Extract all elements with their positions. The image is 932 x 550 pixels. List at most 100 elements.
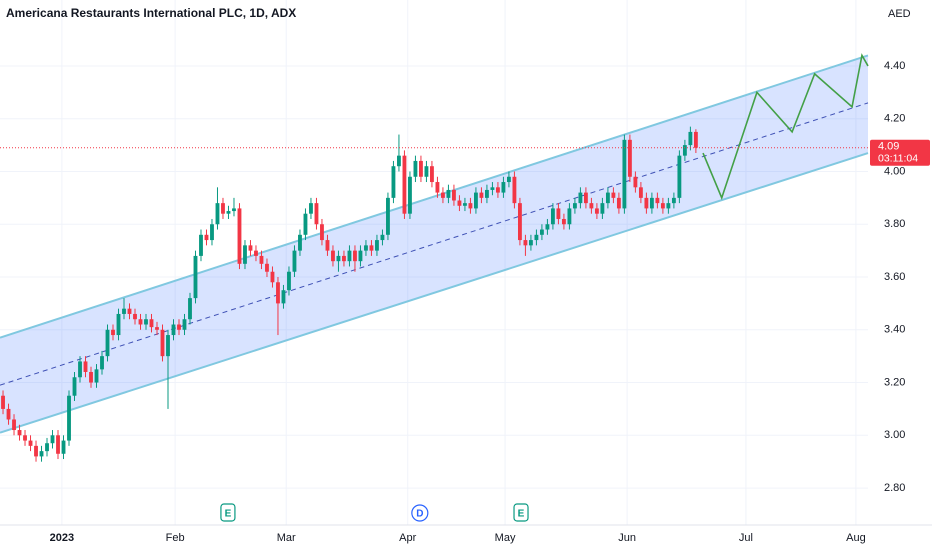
candle-body (644, 197, 649, 209)
channel-midline (0, 102, 869, 386)
candle-body (270, 271, 275, 283)
candle-body (204, 234, 209, 241)
candle-body (364, 245, 368, 251)
chart-title: Americana Restaurants International PLC,… (6, 6, 296, 20)
candle-body (430, 166, 434, 183)
candle-body (50, 435, 55, 444)
event-marker (411, 504, 429, 522)
y-tick-label: 2.80 (884, 482, 905, 494)
candle-body (616, 197, 621, 209)
candle-body (100, 356, 104, 370)
candle-body (490, 187, 495, 190)
candle-body (331, 250, 335, 262)
candle-body (463, 203, 467, 206)
candle-body (193, 255, 198, 299)
candle-body (155, 327, 159, 330)
candle-body (561, 218, 566, 225)
candle-body (72, 377, 77, 396)
candle-body (638, 187, 643, 198)
candle-body (226, 211, 231, 214)
candle-body (671, 197, 676, 204)
x-tick-label: Aug (846, 532, 866, 544)
candle-body (215, 203, 220, 225)
candle-body (539, 229, 544, 235)
event-marker (513, 503, 529, 522)
event-label: D (416, 509, 423, 520)
candle-body (281, 290, 286, 304)
candle-body (523, 240, 528, 246)
x-tick-label: Jul (739, 532, 753, 544)
candle-body (413, 160, 418, 177)
candle-body (424, 166, 429, 177)
candle-body (578, 192, 583, 204)
y-tick-label: 4.40 (884, 60, 905, 72)
x-tick-label: Feb (166, 532, 185, 544)
candle-body (435, 182, 440, 193)
candles (1, 126, 698, 462)
candle-body (259, 255, 264, 264)
candle-body (600, 203, 605, 214)
candle-body (111, 329, 115, 336)
candle-body (452, 189, 456, 201)
event-label: E (225, 509, 232, 520)
candle-body (528, 240, 533, 246)
candle-body (353, 250, 357, 262)
candle-body (693, 131, 698, 148)
candle-body (45, 443, 49, 452)
candle-body (446, 189, 451, 198)
candle-body (391, 166, 396, 198)
y-tick-label: 4.20 (884, 113, 905, 125)
candle-body (39, 451, 44, 457)
candle-body (254, 250, 258, 256)
candle-body (517, 203, 522, 241)
candle-body (506, 176, 511, 183)
candle-body (89, 371, 93, 383)
candle-body (605, 192, 610, 204)
candle-body (550, 208, 555, 225)
candle-body (567, 208, 572, 225)
candle-body (23, 435, 27, 441)
candle-body (402, 155, 407, 214)
candle-body (583, 192, 588, 204)
candle-body (138, 319, 143, 325)
y-tick-label: 3.20 (884, 376, 905, 388)
candle-body (556, 208, 561, 219)
candle-body (397, 155, 401, 167)
candle-body (287, 271, 291, 291)
candle-body (237, 208, 242, 264)
candle-body (336, 255, 341, 262)
candle-body (342, 255, 346, 262)
candle-body (122, 308, 126, 314)
candle-body (232, 208, 236, 212)
last-price-label: 4.09 (878, 141, 899, 153)
candle-body (419, 160, 423, 177)
candle-body (474, 192, 478, 209)
y-tick-label: 3.60 (884, 271, 905, 283)
candle-body (144, 319, 148, 325)
candle-body (441, 192, 445, 198)
candle-body (534, 234, 539, 241)
projection-line (702, 53, 869, 201)
channel-line (0, 54, 869, 339)
candle-body (611, 192, 616, 198)
candle-body (479, 192, 484, 198)
candle-body (682, 145, 687, 156)
candle-body (171, 324, 176, 336)
candle-body (221, 203, 225, 214)
candle-body (67, 395, 71, 441)
candle-body (127, 308, 132, 314)
channel-line (0, 152, 869, 434)
candle-body (303, 213, 308, 235)
candle-body (12, 419, 16, 431)
candle-body (496, 187, 500, 193)
x-tick-label: May (495, 532, 516, 544)
candle-body (320, 224, 324, 241)
candle-body (17, 430, 22, 436)
candle-body (177, 324, 181, 330)
candle-body (133, 313, 137, 320)
candle-body (199, 234, 203, 256)
candle-body (210, 224, 214, 241)
countdown-label: 03:11:04 (878, 153, 918, 165)
candle-body (325, 240, 330, 251)
